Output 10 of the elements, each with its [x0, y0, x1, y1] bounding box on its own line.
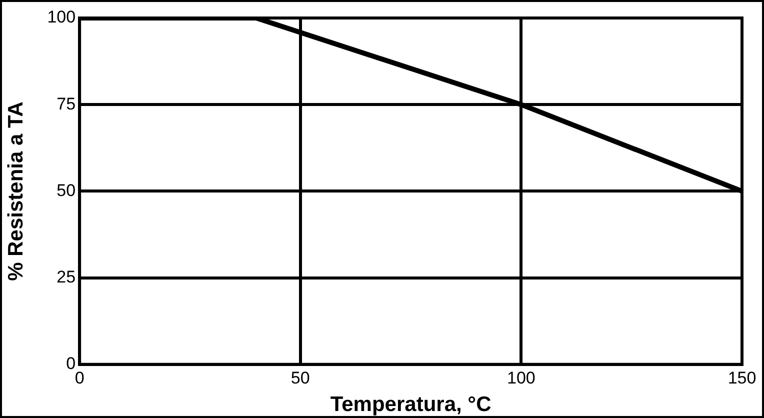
- y-tick-label: 50: [56, 180, 76, 200]
- x-tick-label: 150: [728, 368, 756, 388]
- y-tick-label: 75: [56, 94, 76, 114]
- y-tick-label: 100: [47, 8, 76, 27]
- x-axis-title: Temperatura, °C: [330, 393, 492, 416]
- x-tick-label: 100: [507, 368, 536, 388]
- y-axis-title: % Resistenia a TA: [4, 102, 28, 281]
- x-tick-label: 50: [290, 368, 310, 388]
- y-tick-label: 25: [56, 267, 76, 286]
- y-tick-label: 0: [66, 354, 76, 374]
